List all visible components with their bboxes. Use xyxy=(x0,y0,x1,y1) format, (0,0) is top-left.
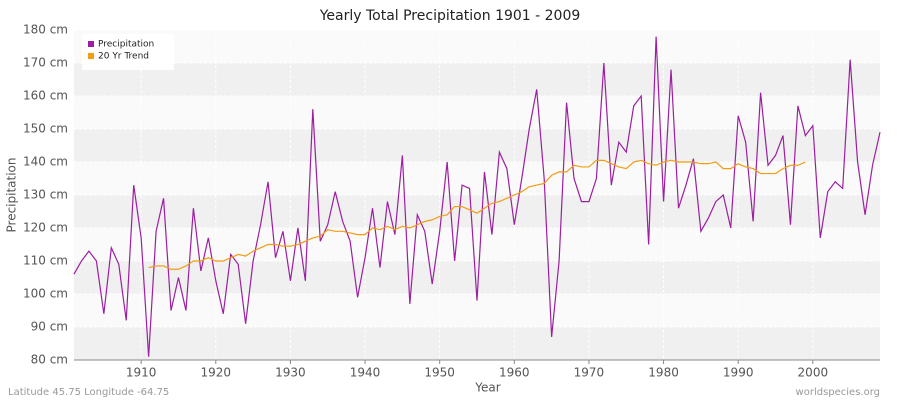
legend-label: 20 Yr Trend xyxy=(98,52,149,62)
grid-band xyxy=(74,261,880,294)
series-line xyxy=(148,159,806,270)
x-tick-label: 1920 xyxy=(201,366,232,380)
x-tick-label: 1970 xyxy=(574,366,605,380)
footer-location: Latitude 45.75 Longitude -64.75 xyxy=(8,387,169,398)
x-tick-label: 1990 xyxy=(723,366,754,380)
y-tick-label: 120 cm xyxy=(23,221,68,235)
x-tick-label: 1950 xyxy=(424,366,455,380)
series-line xyxy=(73,36,881,357)
x-tick-label: 1980 xyxy=(648,366,679,380)
x-tick-label: 1960 xyxy=(499,366,530,380)
x-tick-label: 1940 xyxy=(350,366,381,380)
grid-band xyxy=(74,129,880,162)
legend-label: Precipitation xyxy=(98,40,154,50)
y-tick-label: 150 cm xyxy=(23,122,68,136)
legend-box xyxy=(82,34,174,70)
grid-band xyxy=(74,327,880,360)
x-tick-label: 1930 xyxy=(275,366,306,380)
y-tick-label: 130 cm xyxy=(23,188,68,202)
y-tick-label: 110 cm xyxy=(23,254,68,268)
y-tick-label: 90 cm xyxy=(31,320,68,334)
y-axis-label: Precipitation xyxy=(5,157,19,232)
chart-title: Yearly Total Precipitation 1901 - 2009 xyxy=(319,8,581,24)
y-tick-label: 160 cm xyxy=(23,89,68,103)
x-tick-label: 1910 xyxy=(126,366,157,380)
x-axis-label: Year xyxy=(474,381,500,395)
legend-swatch xyxy=(88,53,94,59)
legend-swatch xyxy=(88,41,94,47)
footer-source: worldspecies.org xyxy=(796,387,880,398)
grid-band xyxy=(74,195,880,228)
y-tick-label: 180 cm xyxy=(23,23,68,37)
x-tick-label: 2000 xyxy=(798,366,829,380)
grid-band xyxy=(74,63,880,96)
y-tick-label: 80 cm xyxy=(31,353,68,367)
y-tick-label: 170 cm xyxy=(23,56,68,70)
y-tick-label: 100 cm xyxy=(23,287,68,301)
y-tick-label: 140 cm xyxy=(23,155,68,169)
